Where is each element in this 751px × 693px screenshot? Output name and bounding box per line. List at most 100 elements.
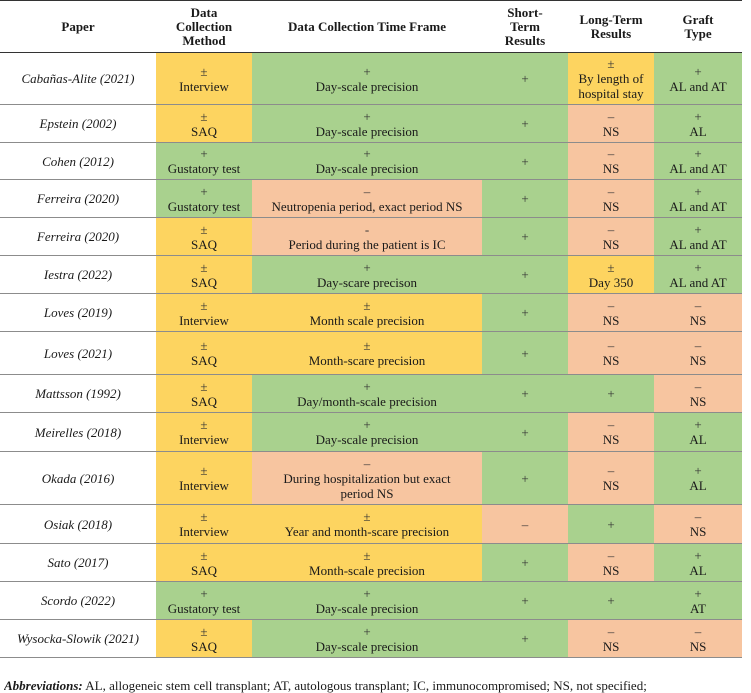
timeframe-text: Day-scale precision — [315, 123, 419, 139]
long-text: NS — [602, 161, 620, 176]
method-cell: ± SAQ — [156, 331, 252, 375]
graft-text: AL and AT — [669, 274, 727, 290]
long-text: NS — [602, 198, 620, 214]
header-short-term: Short-Term Results — [482, 0, 568, 53]
rating-symbol: ± — [200, 623, 208, 639]
long-text: NS — [602, 312, 620, 328]
timeframe-text: During hospitalization but exact period … — [283, 470, 451, 501]
rating-symbol: + — [694, 183, 702, 199]
timeframe-cell: ± Year and month-scare precision — [252, 504, 482, 544]
timeframe-text: Period during the patient is IC — [288, 236, 446, 252]
table-row: Osiak (2018) ± Interview ± Year and month-sc… — [0, 504, 742, 544]
graft-cell: + AL and AT — [654, 179, 742, 218]
header-row: Paper Data Collection Method Data Collec… — [0, 0, 742, 53]
table-row: Mattsson (1992) ± SAQ + Day/month-scale prec… — [0, 374, 742, 413]
table-body: Cabañas-Alite (2021) ± Interview + Day-scale… — [0, 52, 742, 658]
rating-symbol: ± — [363, 297, 371, 313]
table-row: Sato (2017) ± SAQ ± Month-scale precision + – N… — [0, 543, 742, 582]
paper-cell: Meirelles (2018) — [0, 412, 156, 452]
timeframe-cell: + Day-scale precision — [252, 142, 482, 180]
rating-symbol: + — [363, 623, 371, 639]
method-cell: + Gustatory test — [156, 581, 252, 620]
graft-text: NS — [689, 393, 707, 409]
rating-symbol: + — [521, 386, 529, 401]
timeframe-text: Neutropenia period, exact period NS — [271, 198, 463, 214]
timeframe-cell: + Day-scale precision — [252, 581, 482, 620]
rating-symbol: ± — [200, 547, 208, 563]
rating-symbol: – — [607, 338, 615, 353]
graft-text: NS — [689, 524, 707, 539]
rating-symbol: + — [363, 146, 371, 161]
graft-text: AT — [690, 600, 706, 616]
table-row: Okada (2016) ± Interview – During hospitaliz… — [0, 451, 742, 505]
graft-cell: + AT — [654, 581, 742, 620]
rating-symbol: + — [694, 585, 702, 601]
method-text: Gustatory test — [167, 600, 241, 616]
rating-symbol: – — [521, 516, 529, 532]
paper-cell: Loves (2019) — [0, 293, 156, 332]
rating-symbol: ± — [200, 221, 208, 237]
rating-symbol: + — [363, 108, 371, 124]
short-cell: + — [482, 52, 568, 105]
long-cell: + — [568, 374, 654, 413]
graft-text: AL and AT — [669, 161, 727, 176]
method-text: SAQ — [190, 353, 217, 368]
timeframe-text: Month-scare precision — [308, 353, 426, 368]
long-cell: – NS — [568, 142, 654, 180]
long-cell: – NS — [568, 293, 654, 332]
graft-text: AL and AT — [669, 78, 727, 94]
method-cell: + Gustatory test — [156, 142, 252, 180]
paper-cell: Okada (2016) — [0, 451, 156, 505]
rating-symbol: – — [607, 221, 615, 237]
short-cell: + — [482, 451, 568, 505]
rating-symbol: + — [694, 463, 702, 478]
long-text: NS — [602, 236, 620, 252]
paper-cell: Ferreira (2020) — [0, 217, 156, 256]
header-method: Data Collection Method — [156, 0, 252, 53]
rating-symbol: + — [607, 593, 615, 608]
rating-symbol: – — [363, 455, 371, 471]
rating-symbol: + — [521, 593, 529, 608]
graft-text: AL and AT — [669, 236, 727, 252]
graft-text: AL — [689, 562, 707, 578]
abbreviations-footnote: Abbreviations: AL, allogeneic stem cell … — [4, 678, 749, 693]
table-row: Cabañas-Alite (2021) ± Interview + Day-scale… — [0, 52, 742, 105]
timeframe-cell: + Day-scale precision — [252, 619, 482, 658]
rating-symbol: + — [200, 146, 208, 161]
method-text: SAQ — [190, 123, 217, 139]
method-cell: ± SAQ — [156, 543, 252, 582]
long-text: By length of hospital stay — [578, 71, 644, 101]
short-cell: + — [482, 374, 568, 413]
rating-symbol: + — [363, 585, 371, 601]
graft-cell: – NS — [654, 293, 742, 332]
header-graft-type: Graft Type — [654, 0, 742, 53]
method-text: Gustatory test — [167, 198, 241, 214]
rating-symbol: + — [521, 153, 529, 169]
table-row: Scordo (2022) + Gustatory test + Day-scale p… — [0, 581, 742, 620]
method-cell: + Gustatory test — [156, 179, 252, 218]
short-cell: + — [482, 217, 568, 256]
timeframe-text: Day-scale precision — [315, 638, 419, 654]
graft-cell: + AL — [654, 451, 742, 505]
rating-symbol: + — [694, 259, 702, 275]
header-timeframe: Data Collection Time Frame — [252, 0, 482, 53]
method-cell: ± SAQ — [156, 217, 252, 256]
rating-symbol: ± — [363, 509, 371, 524]
timeframe-text: Day-scale precision — [315, 161, 419, 176]
long-cell: – NS — [568, 451, 654, 505]
rating-symbol: ± — [363, 338, 371, 353]
rating-symbol: – — [694, 509, 702, 524]
paper-cell: Epstein (2002) — [0, 104, 156, 143]
method-cell: ± Interview — [156, 293, 252, 332]
rating-symbol: + — [607, 386, 615, 401]
graft-cell: – NS — [654, 331, 742, 375]
graft-text: AL and AT — [669, 198, 727, 214]
rating-symbol: – — [607, 297, 615, 313]
rating-symbol: + — [521, 470, 529, 486]
method-cell: ± SAQ — [156, 619, 252, 658]
method-cell: ± Interview — [156, 504, 252, 544]
rating-symbol: – — [607, 108, 615, 124]
rating-symbol: – — [607, 623, 615, 639]
long-cell: – NS — [568, 331, 654, 375]
graft-text: AL — [689, 478, 707, 493]
